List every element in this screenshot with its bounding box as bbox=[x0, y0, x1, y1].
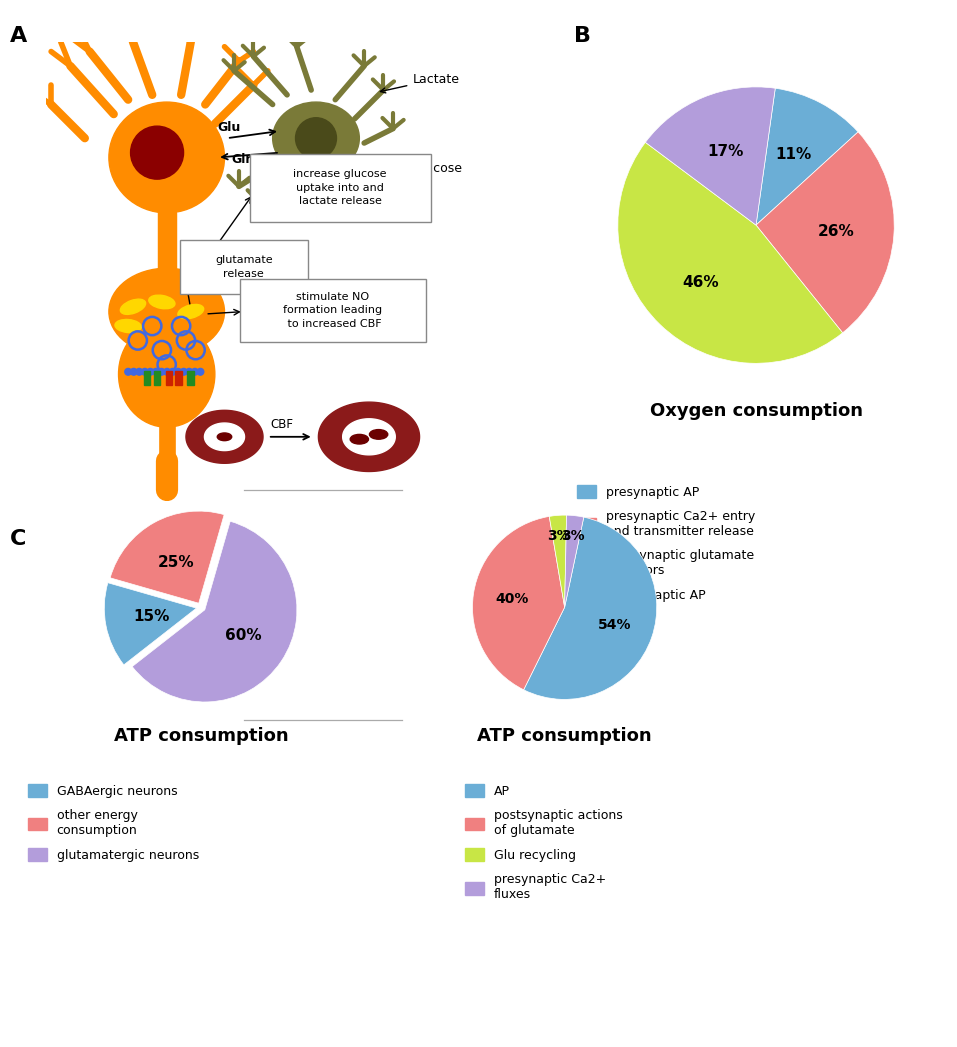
Text: 3%: 3% bbox=[547, 529, 571, 542]
Polygon shape bbox=[205, 423, 245, 450]
Text: Oxygen consumption: Oxygen consumption bbox=[650, 402, 862, 420]
Circle shape bbox=[180, 369, 188, 375]
Ellipse shape bbox=[115, 319, 142, 333]
Text: 17%: 17% bbox=[707, 143, 744, 158]
Circle shape bbox=[164, 369, 170, 375]
Text: 54%: 54% bbox=[598, 618, 632, 631]
Text: Glucose: Glucose bbox=[378, 160, 462, 175]
Legend: GABAergic neurons, other energy
consumption, glutamatergic neurons: GABAergic neurons, other energy consumpt… bbox=[23, 779, 204, 867]
Ellipse shape bbox=[121, 299, 145, 314]
Polygon shape bbox=[343, 419, 395, 454]
Ellipse shape bbox=[217, 433, 232, 441]
Wedge shape bbox=[618, 142, 842, 363]
Ellipse shape bbox=[119, 321, 215, 427]
Wedge shape bbox=[756, 132, 894, 333]
FancyBboxPatch shape bbox=[154, 372, 160, 385]
FancyBboxPatch shape bbox=[188, 372, 193, 385]
Text: Lactate: Lactate bbox=[381, 73, 459, 93]
Text: 15%: 15% bbox=[133, 609, 169, 624]
Circle shape bbox=[191, 369, 198, 375]
Wedge shape bbox=[104, 583, 196, 665]
Text: 3%: 3% bbox=[561, 529, 585, 543]
Ellipse shape bbox=[369, 429, 388, 440]
Text: B: B bbox=[574, 26, 591, 46]
Circle shape bbox=[169, 369, 176, 375]
Text: 11%: 11% bbox=[775, 147, 812, 161]
Text: ATP consumption: ATP consumption bbox=[478, 727, 652, 745]
Legend: AP, postsynaptic actions
of glutamate, Glu recycling, presynaptic Ca2+
fluxes: AP, postsynaptic actions of glutamate, G… bbox=[460, 779, 628, 907]
Ellipse shape bbox=[109, 268, 225, 355]
Ellipse shape bbox=[273, 103, 359, 174]
Text: C: C bbox=[10, 529, 26, 549]
Wedge shape bbox=[523, 517, 657, 699]
Text: CBF: CBF bbox=[271, 418, 294, 431]
Ellipse shape bbox=[178, 305, 204, 318]
FancyBboxPatch shape bbox=[180, 241, 308, 294]
Ellipse shape bbox=[130, 126, 184, 179]
Circle shape bbox=[136, 369, 143, 375]
Text: 26%: 26% bbox=[817, 224, 855, 239]
Wedge shape bbox=[473, 516, 565, 690]
Text: Gln: Gln bbox=[232, 153, 255, 166]
Circle shape bbox=[130, 369, 137, 375]
FancyBboxPatch shape bbox=[240, 279, 426, 342]
Circle shape bbox=[142, 369, 148, 375]
Circle shape bbox=[197, 369, 204, 375]
FancyBboxPatch shape bbox=[145, 372, 150, 385]
Text: increase glucose
uptake into and
lactate release: increase glucose uptake into and lactate… bbox=[294, 170, 387, 206]
Circle shape bbox=[158, 369, 165, 375]
Wedge shape bbox=[565, 515, 584, 607]
Circle shape bbox=[147, 369, 154, 375]
Circle shape bbox=[175, 369, 182, 375]
Legend: presynaptic AP, presynaptic Ca2+ entry
and transmitter release, postsynaptic glu: presynaptic AP, presynaptic Ca2+ entry a… bbox=[572, 481, 760, 607]
Polygon shape bbox=[186, 410, 263, 463]
Wedge shape bbox=[110, 511, 224, 603]
Ellipse shape bbox=[148, 295, 175, 309]
Text: glutamate
release: glutamate release bbox=[215, 255, 273, 279]
Circle shape bbox=[124, 369, 131, 375]
Text: 60%: 60% bbox=[225, 628, 261, 643]
Text: 46%: 46% bbox=[682, 275, 719, 290]
Text: 40%: 40% bbox=[495, 593, 528, 606]
Ellipse shape bbox=[109, 103, 225, 213]
Polygon shape bbox=[319, 402, 419, 471]
FancyBboxPatch shape bbox=[166, 372, 172, 385]
Wedge shape bbox=[132, 521, 297, 701]
Wedge shape bbox=[549, 515, 567, 607]
FancyBboxPatch shape bbox=[175, 372, 182, 385]
Text: Glu: Glu bbox=[217, 121, 240, 134]
Circle shape bbox=[152, 369, 159, 375]
Text: stimulate NO
formation leading
 to increased CBF: stimulate NO formation leading to increa… bbox=[283, 292, 383, 329]
Ellipse shape bbox=[296, 117, 337, 159]
Circle shape bbox=[186, 369, 192, 375]
Text: A: A bbox=[10, 26, 27, 46]
Text: 25%: 25% bbox=[158, 556, 194, 571]
Wedge shape bbox=[756, 88, 858, 225]
FancyBboxPatch shape bbox=[250, 154, 431, 222]
Ellipse shape bbox=[350, 435, 368, 444]
Wedge shape bbox=[645, 87, 775, 225]
Text: ATP consumption: ATP consumption bbox=[114, 727, 288, 745]
